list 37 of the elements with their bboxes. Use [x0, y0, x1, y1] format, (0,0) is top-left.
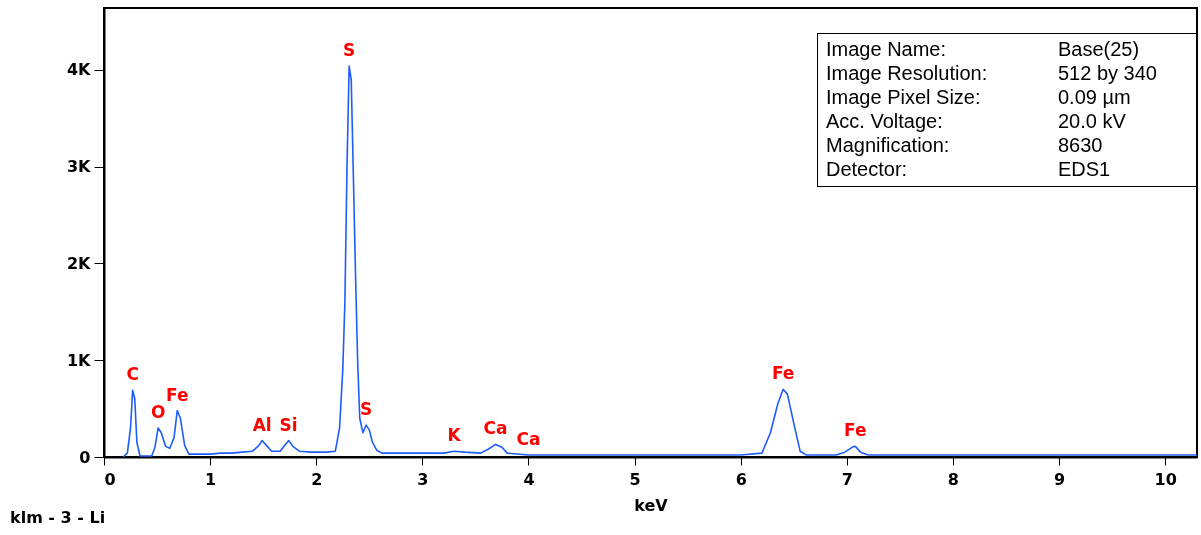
y-tick-label: 0 [79, 447, 91, 467]
x-tick-label: 0 [104, 469, 116, 489]
text: Magnification: 8630 [826, 134, 1103, 156]
y-tick-label: 4K [66, 60, 92, 80]
y-tick-label: 1K [66, 350, 92, 370]
x-tick-label: 9 [1053, 469, 1066, 489]
annotation: C [126, 364, 139, 385]
x-tick-label: 4 [523, 469, 535, 489]
annotation: Si [279, 414, 298, 435]
x-tick-label: 1 [205, 469, 217, 489]
annotation: S [359, 399, 373, 420]
x-axis-title: keV [634, 495, 669, 515]
x-tick-label: 5 [629, 469, 641, 489]
x-tick-label: 10 [1154, 469, 1177, 489]
x-tick-label: 6 [735, 469, 747, 489]
text: Detector: EDS1 [826, 158, 1111, 180]
x-tick-label: 3 [417, 469, 429, 489]
text: Acc. Voltage: 20.0 kV [826, 110, 1126, 132]
annotation: O [150, 401, 166, 422]
annotation: Al [252, 414, 272, 435]
annotation: Fe [165, 384, 189, 405]
x-tick-label: 2 [311, 469, 323, 489]
text: Image Pixel Size: 0.09 µm [826, 86, 1131, 108]
y-tick-label: 2K [66, 253, 92, 273]
text: Image Resolution: 512 by 340 [826, 62, 1157, 84]
x-tick-label: 8 [947, 469, 959, 489]
text: klm - 3 - Li [10, 508, 106, 527]
y-tick-label: 3K [66, 157, 92, 177]
annotation: K [447, 425, 462, 446]
annotation: Ca [483, 418, 508, 439]
annotation: Fe [844, 420, 867, 441]
annotation: Ca [516, 429, 541, 450]
annotation: S [343, 40, 356, 61]
x-tick-label: 7 [841, 469, 853, 489]
annotation: Fe [771, 363, 795, 384]
text: Image Name: Base(25) [826, 38, 1140, 60]
line-series [122, 65, 1197, 457]
